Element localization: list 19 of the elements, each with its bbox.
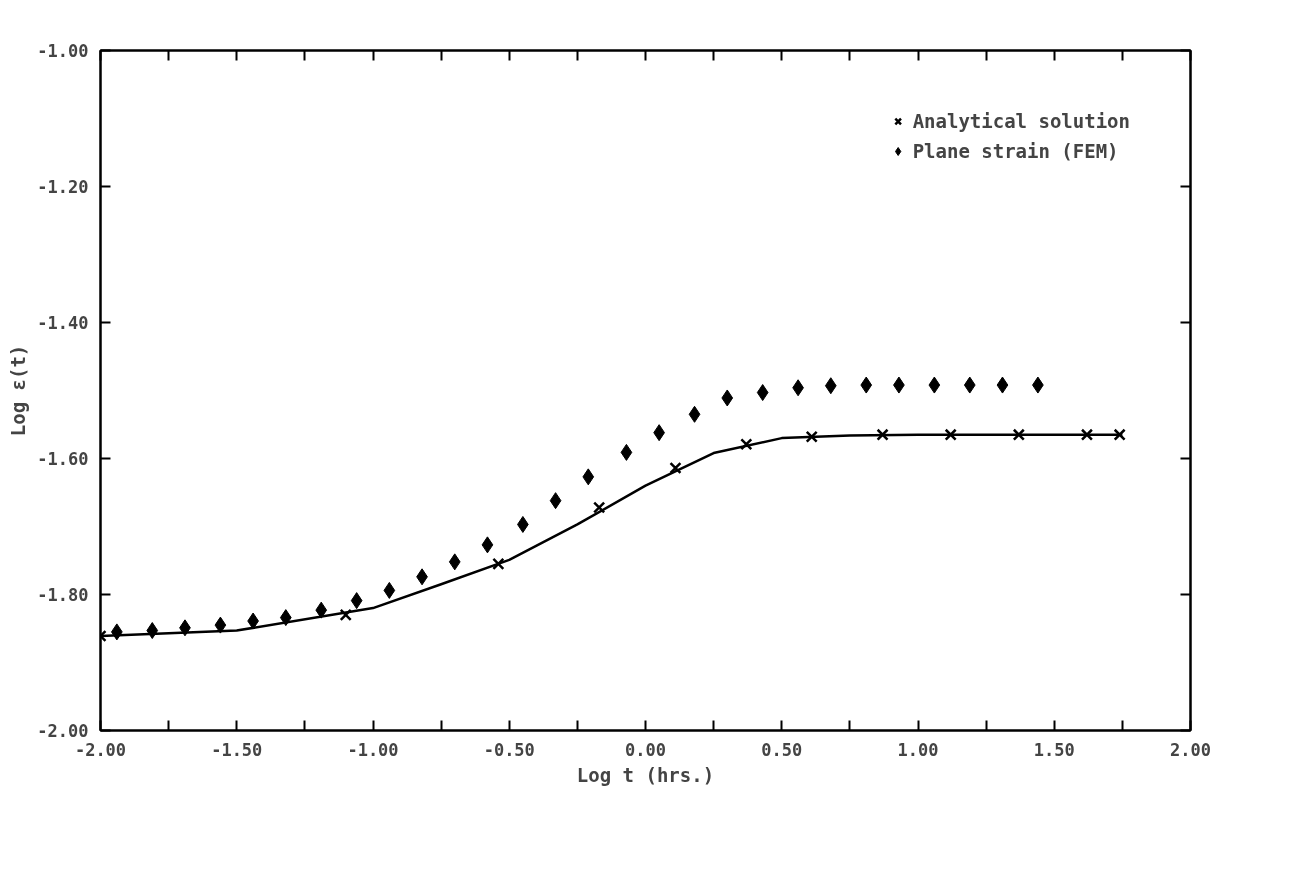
y-tick-label: -1.00 [37,41,89,61]
x-tick-label: -2.00 [74,739,127,760]
x-tick-label: -0.50 [483,739,535,760]
y-tick-label: -1.80 [37,585,89,605]
x-tick-label: -1.00 [347,739,399,760]
y-tick-label: -1.20 [37,177,89,197]
legend-label: Plane strain (FEM) [912,140,1119,162]
x-tick-label: 1.00 [897,739,939,760]
x-tick-label: 0.50 [761,739,803,760]
x-tick-label: 0.00 [625,739,666,760]
y-tick-label: -2.00 [37,721,89,741]
y-axis-title: Log ε(t) [7,344,30,437]
x-tick-label: 2.00 [1170,739,1211,760]
x-axis-title: Log t (hrs.) [576,763,715,786]
x-tick-label: -1.50 [211,739,263,760]
legend-label: Analytical solution [912,110,1130,132]
y-tick-label: -1.60 [37,449,89,469]
y-tick-label: -1.40 [37,313,89,333]
x-tick-label: 1.50 [1033,739,1075,760]
